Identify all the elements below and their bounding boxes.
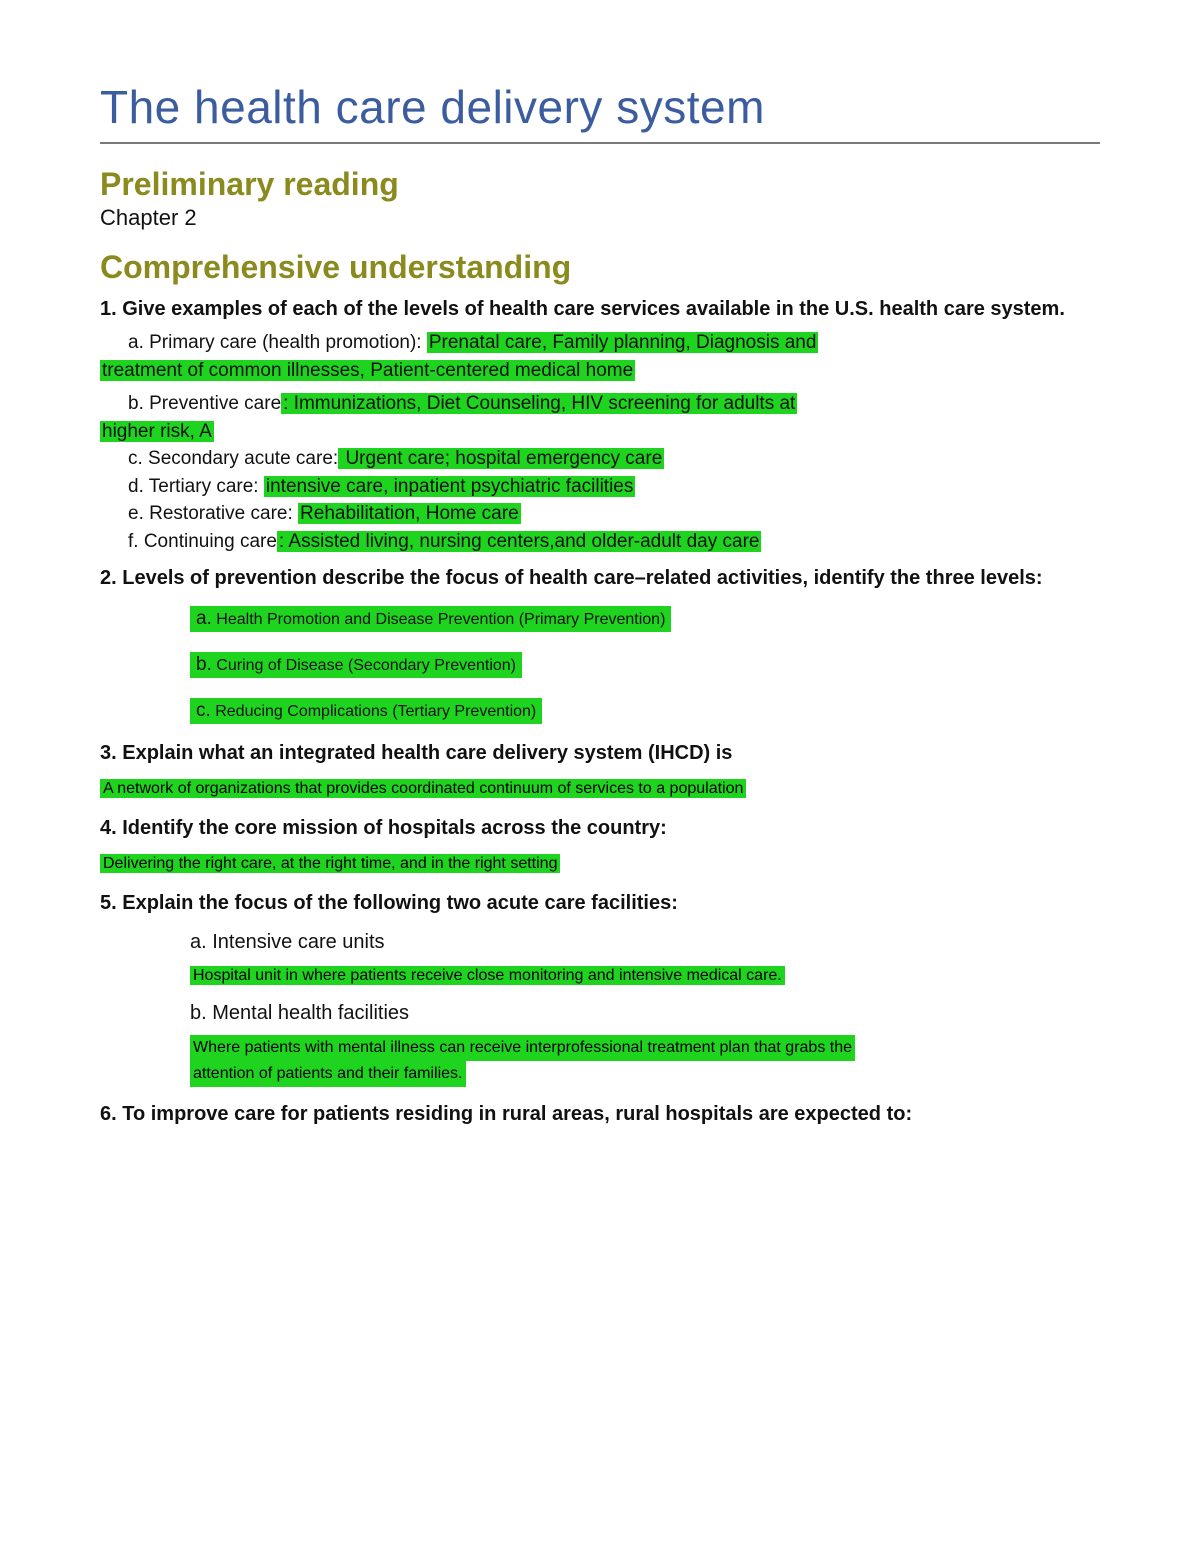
title-rule (100, 142, 1100, 144)
q1-a: a. Primary care (health promotion): Pren… (100, 329, 1100, 357)
section-comprehensive-heading: Comprehensive understanding (100, 249, 1100, 286)
q1-b-line2: higher risk, A (100, 418, 1100, 446)
question-4: 4. Identify the core mission of hospital… (100, 815, 1100, 842)
question-2: 2. Levels of prevention describe the foc… (100, 565, 1100, 592)
q2-a-row: a. Health Promotion and Disease Preventi… (100, 600, 1100, 638)
q1-e-prefix: e. Restorative care: (128, 503, 298, 524)
q2-b-highlight: b. Curing of Disease (Secondary Preventi… (190, 652, 522, 678)
q1-f-prefix: f. Continuing care (128, 531, 277, 552)
question-3: 3. Explain what an integrated health car… (100, 740, 1100, 767)
q1-b-prefix: b. Preventive care (128, 393, 281, 414)
q2-c-highlight: c. Reducing Complications (Tertiary Prev… (190, 698, 542, 724)
q1-b: b. Preventive care: Immunizations, Diet … (100, 390, 1100, 418)
q5-a-answer-row: Hospital unit in where patients receive … (100, 964, 1100, 988)
q1-a-highlight-2: treatment of common illnesses, Patient-c… (100, 360, 635, 381)
document-page: The health care delivery system Prelimin… (0, 0, 1200, 1194)
question-5: 5. Explain the focus of the following tw… (100, 890, 1100, 917)
q1-a-prefix: a. Primary care (health promotion): (128, 332, 427, 353)
q3-answer-row: A network of organizations that provides… (100, 777, 1100, 801)
chapter-label: Chapter 2 (100, 205, 1100, 231)
q1-c-prefix: c. Secondary acute care: (128, 448, 338, 469)
q4-answer-highlight: Delivering the right care, at the right … (100, 854, 560, 873)
q1-a-highlight-1: Prenatal care, Family planning, Diagnosi… (427, 332, 819, 353)
q1-d-prefix: d. Tertiary care: (128, 476, 264, 497)
section-preliminary-heading: Preliminary reading (100, 166, 1100, 203)
q5-a-label: a. Intensive care units (100, 931, 1100, 954)
q5-b-answer-row: Where patients with mental illness can r… (100, 1035, 1100, 1087)
q2-b-row: b. Curing of Disease (Secondary Preventi… (100, 646, 1100, 684)
q2-a-highlight: a. Health Promotion and Disease Preventi… (190, 606, 671, 632)
q4-answer-row: Delivering the right care, at the right … (100, 852, 1100, 876)
q5-b-answer-highlight-2: attention of patients and their families… (190, 1061, 466, 1087)
q1-c: c. Secondary acute care: Urgent care; ho… (100, 445, 1100, 473)
question-1: 1. Give examples of each of the levels o… (100, 296, 1100, 323)
q3-answer-highlight: A network of organizations that provides… (100, 779, 746, 798)
q1-c-highlight: Urgent care; hospital emergency care (338, 448, 664, 469)
q5-a-answer-highlight: Hospital unit in where patients receive … (190, 966, 785, 985)
question-6: 6. To improve care for patients residing… (100, 1101, 1100, 1128)
q1-a-line2: treatment of common illnesses, Patient-c… (100, 357, 1100, 385)
page-title: The health care delivery system (100, 80, 1100, 134)
q1-e: e. Restorative care: Rehabilitation, Hom… (100, 500, 1100, 528)
q1-f: f. Continuing care: Assisted living, nur… (100, 528, 1100, 556)
q1-b-highlight-2: higher risk, A (100, 421, 214, 442)
q1-f-highlight: : Assisted living, nursing centers,and o… (277, 531, 762, 552)
q1-b-highlight-1: : Immunizations, Diet Counseling, HIV sc… (281, 393, 797, 414)
q5-b-label: b. Mental health facilities (100, 1002, 1100, 1025)
q2-c-row: c. Reducing Complications (Tertiary Prev… (100, 692, 1100, 730)
q5-b-answer-highlight-1: Where patients with mental illness can r… (190, 1035, 855, 1061)
q1-d: d. Tertiary care: intensive care, inpati… (100, 473, 1100, 501)
q1-e-highlight: Rehabilitation, Home care (298, 503, 521, 524)
q1-d-highlight: intensive care, inpatient psychiatric fa… (264, 476, 636, 497)
